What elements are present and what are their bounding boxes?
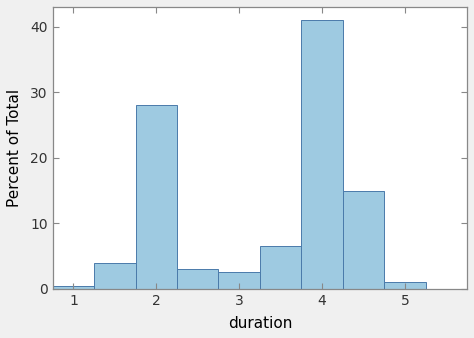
Bar	[301, 20, 343, 289]
Bar	[136, 105, 177, 289]
X-axis label: duration: duration	[228, 316, 292, 331]
Y-axis label: Percent of Total: Percent of Total	[7, 89, 22, 207]
Bar	[260, 246, 301, 289]
Bar	[384, 282, 426, 289]
Bar	[219, 272, 260, 289]
Bar	[177, 269, 219, 289]
Bar	[343, 191, 384, 289]
Bar	[94, 263, 136, 289]
Bar	[53, 286, 94, 289]
